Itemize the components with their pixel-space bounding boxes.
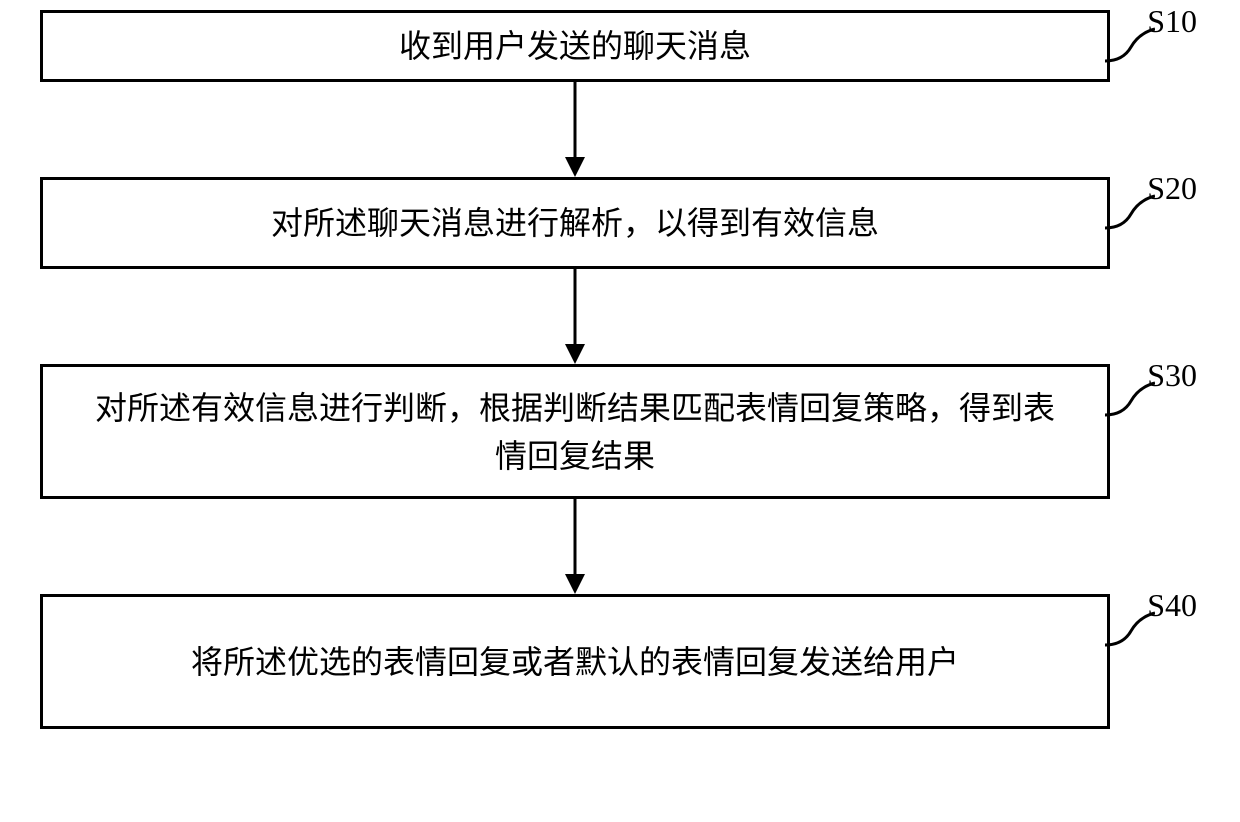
arrow-down-icon xyxy=(560,269,590,364)
flowchart-step-s30: 对所述有效信息进行判断，根据判断结果匹配表情回复策略，得到表情回复结果 S30 xyxy=(40,364,1110,499)
step-text: 对所述聊天消息进行解析，以得到有效信息 xyxy=(271,199,879,247)
arrow-container xyxy=(40,82,1110,177)
arrow-down-icon xyxy=(560,82,590,177)
flowchart-step-s10: 收到用户发送的聊天消息 S10 xyxy=(40,10,1110,82)
step-label: S30 xyxy=(1147,357,1197,394)
flowchart-step-s20: 对所述聊天消息进行解析，以得到有效信息 S20 xyxy=(40,177,1110,269)
step-text: 对所述有效信息进行判断，根据判断结果匹配表情回复策略，得到表情回复结果 xyxy=(83,384,1067,480)
step-text: 将所述优选的表情回复或者默认的表情回复发送给用户 xyxy=(191,638,959,686)
step-label: S40 xyxy=(1147,587,1197,624)
step-label: S20 xyxy=(1147,170,1197,207)
step-label: S10 xyxy=(1147,3,1197,40)
flowchart-step-s40: 将所述优选的表情回复或者默认的表情回复发送给用户 S40 xyxy=(40,594,1110,729)
step-text: 收到用户发送的聊天消息 xyxy=(399,22,751,70)
arrow-container xyxy=(40,499,1110,594)
arrow-container xyxy=(40,269,1110,364)
flowchart-container: 收到用户发送的聊天消息 S10 对所述聊天消息进行解析，以得到有效信息 S20 … xyxy=(40,10,1200,729)
arrow-down-icon xyxy=(560,499,590,594)
